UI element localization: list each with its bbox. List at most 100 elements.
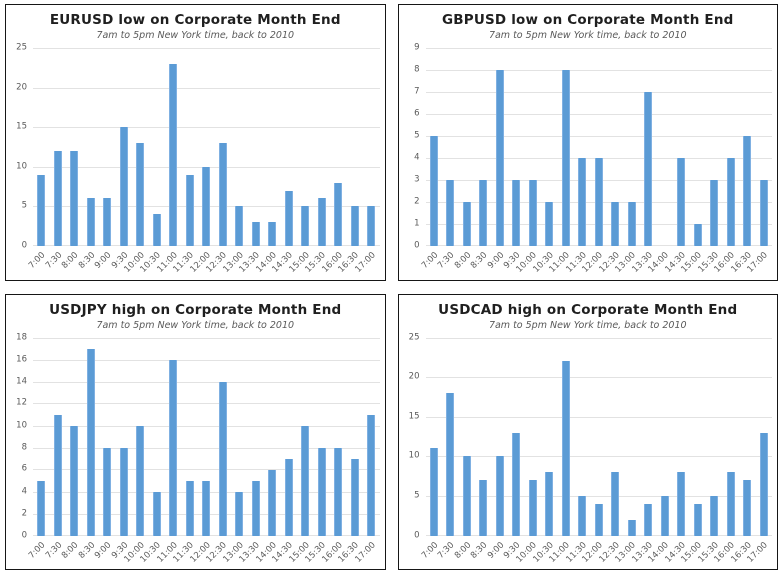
gridline [33, 469, 380, 471]
bar [301, 425, 310, 536]
bar [235, 491, 244, 536]
y-tick-label: 7 [414, 86, 420, 97]
bar [726, 472, 735, 536]
gridline [425, 416, 772, 418]
x-tick-label: 8:00 [60, 539, 81, 561]
gridline [33, 359, 380, 361]
x-tick-label: 8:00 [452, 539, 474, 561]
bar [677, 472, 686, 536]
chart-body: 0 5 10 15 20 25 [399, 333, 778, 540]
x-tick-label: 9:00 [93, 250, 114, 271]
gridline [33, 425, 380, 427]
bar [578, 158, 587, 246]
x-tick-label: 7:00 [27, 539, 48, 561]
bar [743, 136, 752, 246]
plot-area [33, 337, 380, 536]
gridline [425, 377, 772, 379]
x-tick-label: 7:30 [43, 539, 65, 561]
bar [693, 503, 702, 536]
bar [429, 448, 438, 536]
x-tick-label: 8:30 [469, 250, 490, 271]
y-tick-label: 5 [414, 130, 420, 141]
chart-title: USDCAD high on Corporate Month End [438, 301, 738, 318]
bar [660, 495, 669, 536]
bar [251, 480, 260, 536]
bar [561, 361, 570, 536]
chart-subtitle: 7am to 5pm New York time, back to 2010 [488, 319, 687, 331]
x-tick-label: 7:30 [436, 539, 457, 561]
x-tick-label: 7:00 [419, 539, 441, 561]
x-axis: 7:00 7:30 8:00 8:30 9:00 9:30 10:00 10:30 11:00 1… [27, 246, 380, 280]
y-tick-label: 10 [16, 161, 27, 172]
y-axis: 0 2 4 6 8 10 12 14 16 18 [6, 333, 30, 540]
bar [70, 150, 79, 246]
bar [446, 180, 455, 246]
bar [367, 414, 376, 536]
bar [334, 447, 343, 536]
bar [268, 222, 277, 246]
bar [185, 480, 194, 536]
y-tick-label: 6 [21, 463, 27, 474]
bar [611, 472, 620, 536]
bar [462, 202, 471, 246]
bar [644, 503, 653, 536]
bar [479, 180, 488, 246]
bar [367, 206, 376, 246]
y-tick-label: 0 [21, 530, 27, 540]
bar [495, 456, 504, 536]
bar [202, 480, 211, 536]
y-tick-label: 0 [21, 240, 27, 251]
bar [578, 495, 587, 536]
x-tick-label: 8:30 [469, 539, 490, 561]
plot-area [425, 337, 772, 536]
bar [136, 425, 145, 536]
bar [759, 180, 768, 246]
gridline [33, 337, 380, 339]
y-tick-label: 10 [16, 420, 27, 430]
bar [528, 180, 537, 246]
bar [545, 472, 554, 536]
bar [53, 414, 62, 536]
bar [53, 150, 62, 246]
x-tick-label: 8:00 [60, 250, 81, 271]
bar [429, 136, 438, 246]
y-tick-label: 25 [16, 42, 27, 53]
y-tick-label: 15 [408, 411, 420, 422]
bar [251, 222, 260, 246]
plot-area [425, 48, 772, 246]
bar [710, 495, 719, 536]
y-tick-label: 4 [414, 152, 420, 163]
y-tick-label: 18 [16, 332, 27, 342]
bar [334, 182, 343, 246]
bar [103, 198, 112, 246]
bar [284, 458, 293, 536]
bar [677, 158, 686, 246]
bar [759, 432, 768, 536]
bar [202, 166, 211, 246]
chart-subtitle: 7am to 5pm New York time, back to 2010 [96, 30, 295, 41]
bar [627, 519, 636, 536]
y-tick-label: 20 [16, 82, 27, 93]
bar [495, 70, 504, 246]
bar [644, 92, 653, 246]
gridline [425, 456, 772, 458]
gridline [425, 113, 772, 115]
chart-panel-usdcad-high: USDCAD high on Corporate Month End 7am t… [397, 293, 778, 570]
y-axis: 0 1 2 3 4 5 6 7 8 9 [399, 43, 423, 250]
gridline [33, 403, 380, 405]
bar [317, 447, 326, 536]
gridline [425, 48, 772, 49]
x-axis: 7:00 7:30 8:00 8:30 9:00 9:30 10:00 10:30 11:00 1… [420, 246, 773, 280]
bar [152, 214, 161, 246]
bar [743, 480, 752, 536]
bar [512, 432, 521, 536]
bar [119, 127, 128, 246]
chart-panel-gbpusd-low: GBPUSD low on Corporate Month End 7am to… [397, 4, 778, 281]
bar [594, 158, 603, 246]
y-axis: 0 5 10 15 20 25 [6, 43, 30, 250]
gridline [33, 381, 380, 383]
plot-area [33, 48, 380, 246]
bar [611, 202, 620, 246]
chart-body: 0 1 2 3 4 5 6 7 8 9 [399, 43, 778, 250]
